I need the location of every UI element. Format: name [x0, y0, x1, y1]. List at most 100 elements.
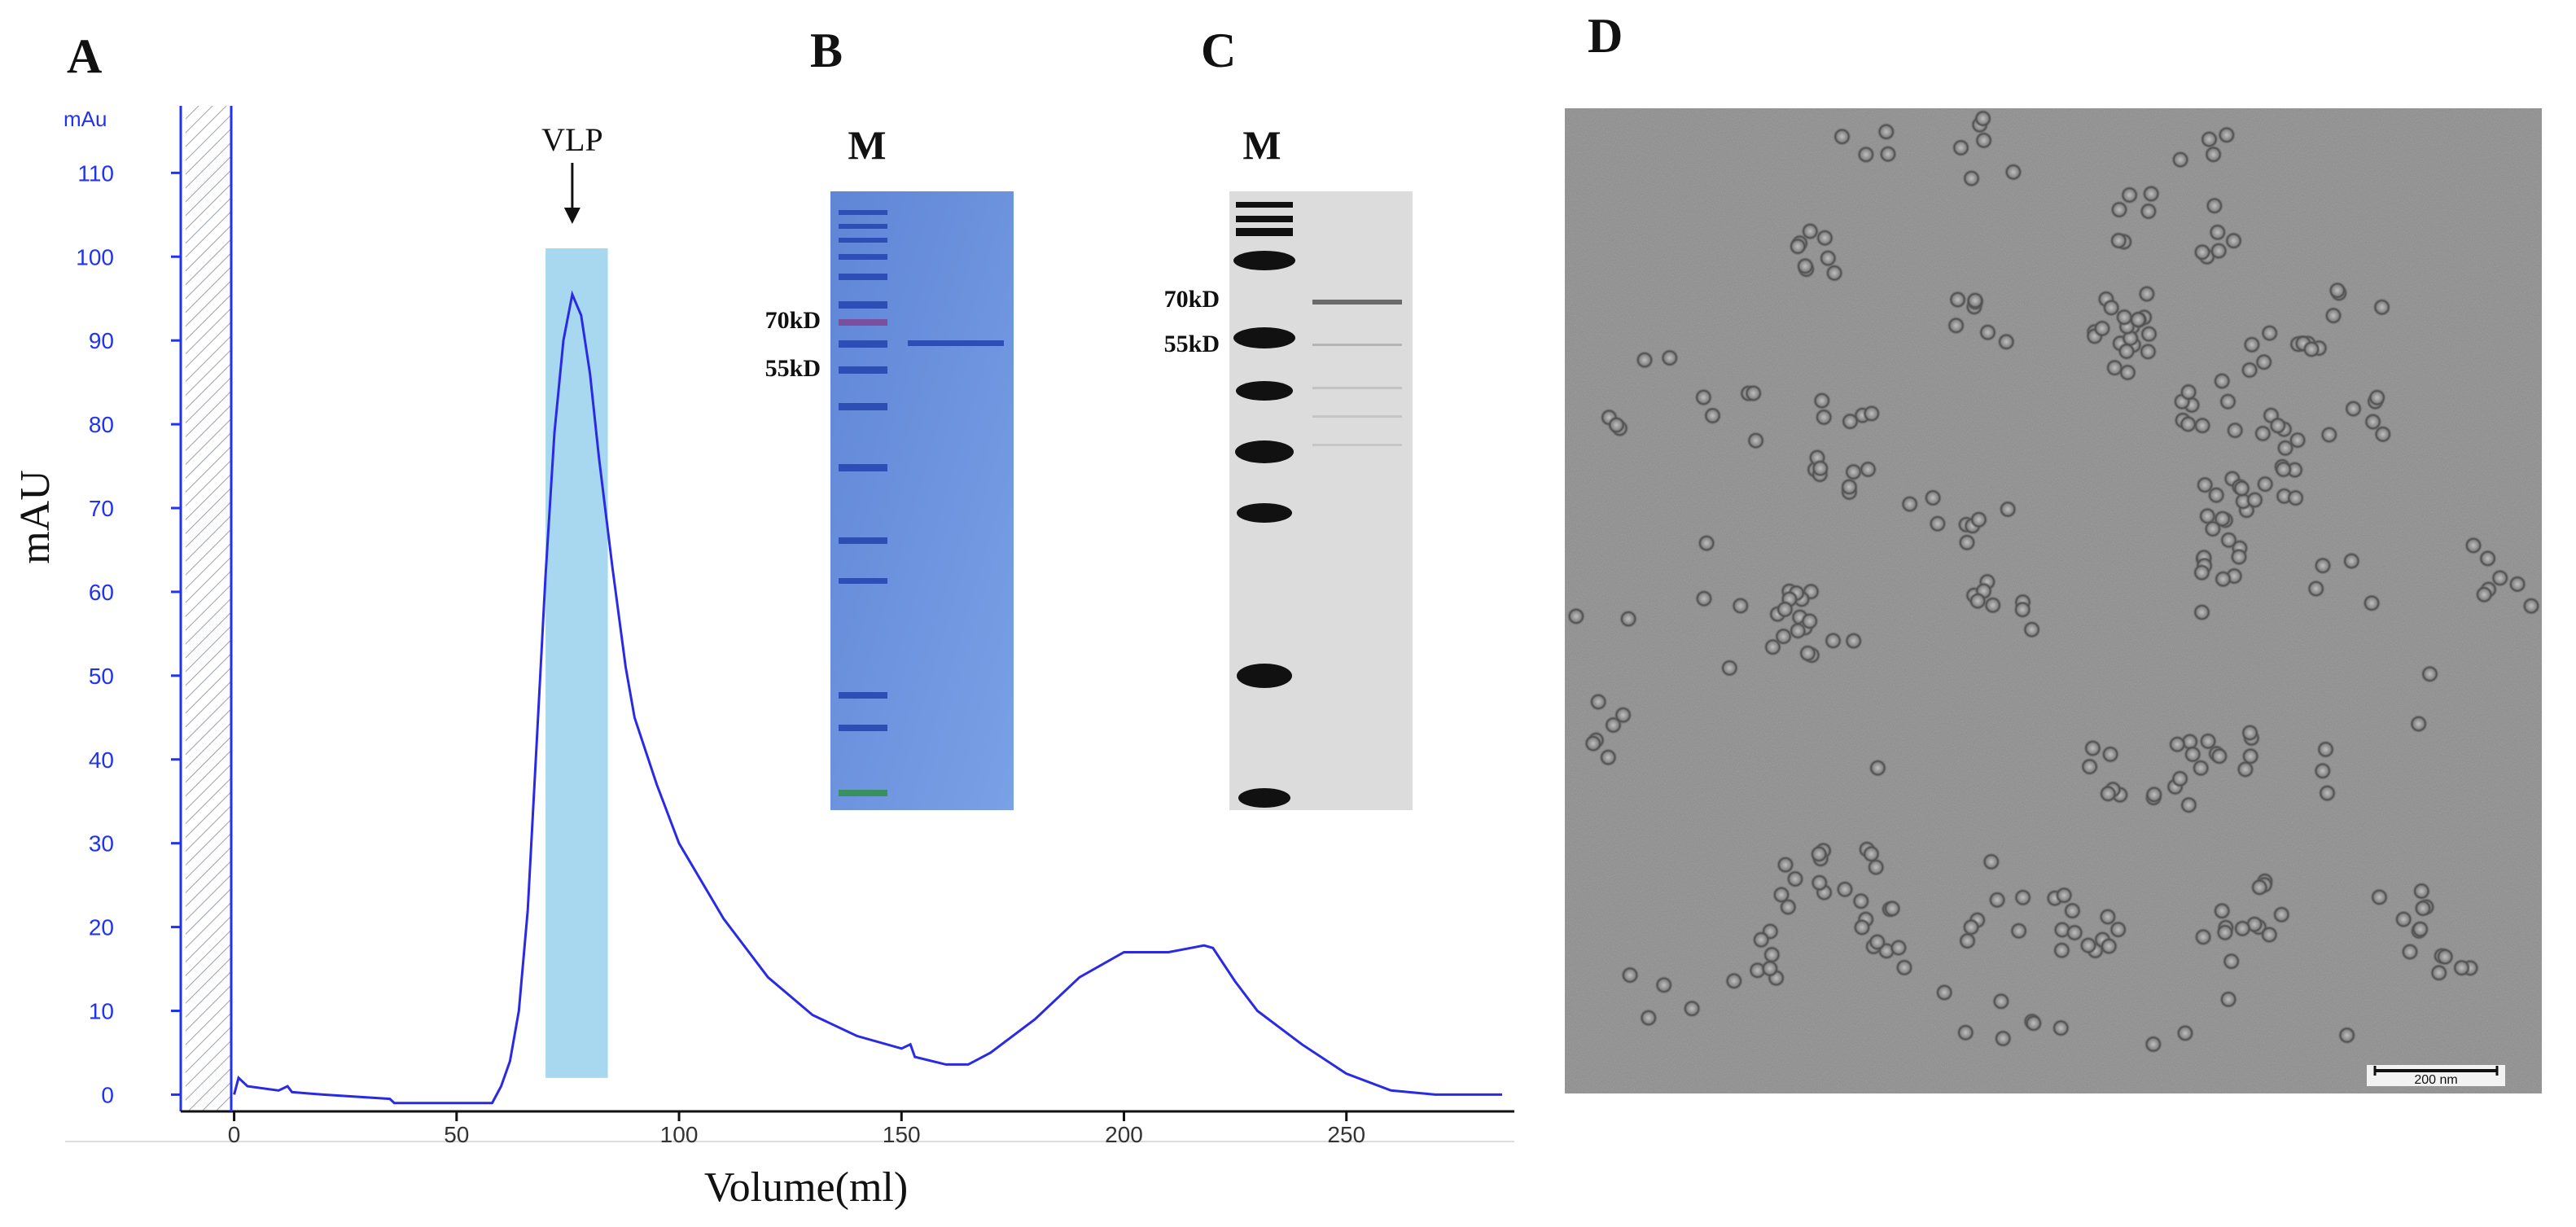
y-tick-group: 0 10 20 30 40 50 60 70 80 90 100 110: [76, 160, 181, 1107]
vlp-particle: [1966, 291, 1984, 310]
vlp-particle: [2193, 416, 2212, 435]
vlp-particle: [1566, 607, 1585, 625]
vlp-particle: [1698, 534, 1716, 553]
vlp-particle: [2314, 556, 2332, 575]
vlp-particle: [1853, 918, 1871, 936]
vlp-particle: [2233, 919, 2252, 938]
vlp-particle: [2217, 125, 2236, 144]
gel-c-marker-70kd: 70kD: [1164, 286, 1220, 313]
vlp-particle: [1836, 880, 1854, 899]
y-unit-label: mAu: [64, 107, 107, 131]
vlp-particle: [2342, 552, 2361, 570]
vlp-particle: [1812, 392, 1831, 410]
vlp-particle: [2409, 715, 2428, 733]
vlp-particle: [2478, 549, 2497, 567]
vlp-particle: [2063, 901, 2082, 920]
vlp-particle: [2204, 145, 2223, 164]
vlp-particle: [1607, 416, 1626, 434]
vlp-particle: [1958, 533, 1976, 552]
vlp-particle: [1636, 351, 1654, 370]
vlp-particle: [2215, 923, 2234, 942]
vlp-particle: [2115, 308, 2134, 326]
vlp-particle: [1883, 899, 1902, 918]
vlp-particle: [1752, 931, 1771, 949]
vlp-particle: [2344, 400, 2363, 418]
vlp-particle: [2274, 460, 2293, 479]
vlp-particle: [2241, 724, 2259, 742]
vlp-particle: [2052, 941, 2071, 960]
vlp-particle: [2412, 882, 2431, 901]
vlp-particle: [2203, 519, 2222, 538]
vlp-particle: [1660, 348, 1679, 367]
vlp-particle: [1928, 515, 1947, 533]
vlp-particle: [1868, 759, 1887, 778]
vlp-particle: [2245, 491, 2264, 509]
vlp-particle: [2214, 570, 2232, 589]
vlp-particle: [2052, 1019, 2070, 1037]
vlp-particle: [2420, 664, 2439, 683]
vlp-particle: [2256, 475, 2275, 493]
y-tick-label: 10: [89, 999, 114, 1024]
vlp-particle: [2079, 936, 2097, 955]
vlp-particle: [2222, 952, 2241, 971]
gel-c-background: [1229, 191, 1413, 810]
vlp-particle: [2207, 486, 2226, 505]
vlp-particle: [1991, 992, 2010, 1010]
y-tick-label: 90: [89, 328, 114, 353]
panel-label-d: D: [1588, 9, 1623, 63]
x-tick-label: 200: [1105, 1122, 1143, 1147]
vlp-particle: [1683, 999, 1702, 1018]
vlp-particle: [2099, 784, 2118, 803]
vlp-particle: [1895, 958, 1913, 977]
vlp-particle: [2210, 242, 2228, 261]
gel-c-ladder: [1233, 202, 1295, 808]
vlp-particle: [1621, 966, 1640, 984]
y-tick-label: 50: [89, 664, 114, 689]
vlp-particle: [2401, 943, 2419, 961]
vlp-annotation-label: VLP: [541, 121, 603, 158]
vlp-particle: [1774, 627, 1793, 646]
vlp-particle: [2013, 600, 2032, 619]
vlp-particle: [2100, 937, 2118, 956]
vlp-particle: [2316, 740, 2335, 759]
vlp-particle: [2208, 223, 2227, 242]
vlp-particle: [2452, 958, 2471, 977]
vlp-particle: [2168, 735, 2187, 754]
vlp-particle: [1890, 939, 1908, 957]
vlp-particle: [2337, 1026, 2356, 1045]
vlp-particle: [1776, 856, 1794, 874]
vlp-particle: [2213, 372, 2232, 390]
vlp-particle: [1868, 933, 1886, 951]
y-tick-label: 0: [101, 1082, 114, 1107]
panel-label-a: A: [67, 29, 103, 83]
vlp-particle: [2205, 196, 2223, 215]
vlp-particle: [2179, 414, 2197, 433]
vlp-particle: [2184, 745, 2202, 764]
vlp-particle: [2013, 888, 2032, 907]
vlp-particle: [1877, 122, 1895, 141]
vlp-particle: [1589, 693, 1608, 711]
vlp-particle: [1639, 1009, 1658, 1028]
vlp-particle: [1879, 145, 1897, 164]
vlp-particle: [2522, 597, 2540, 616]
vlp-particle: [1924, 489, 1943, 507]
vlp-particle: [2250, 878, 2269, 896]
vlp-particle: [2193, 603, 2211, 621]
vlp-particle: [2242, 335, 2261, 354]
y-tick-label: 40: [89, 747, 114, 773]
vlp-particle: [1833, 127, 1851, 146]
vlp-particle: [2110, 200, 2128, 219]
vlp-particle: [2254, 424, 2272, 443]
chromatogram-trace: [233, 290, 1502, 1105]
vlp-particle: [1948, 291, 1967, 309]
vlp-particle: [2210, 747, 2228, 765]
vlp-particle: [1810, 874, 1829, 892]
vlp-particle: [1810, 844, 1829, 863]
x-tick-group: 0 50 100 150 200 250: [228, 1111, 1365, 1147]
vlp-particle: [1694, 388, 1713, 406]
vlp-particle: [1798, 644, 1817, 663]
vlp-particle: [1935, 984, 1954, 1001]
x-tick-label: 50: [444, 1122, 469, 1147]
vlp-particle: [1841, 412, 1860, 431]
